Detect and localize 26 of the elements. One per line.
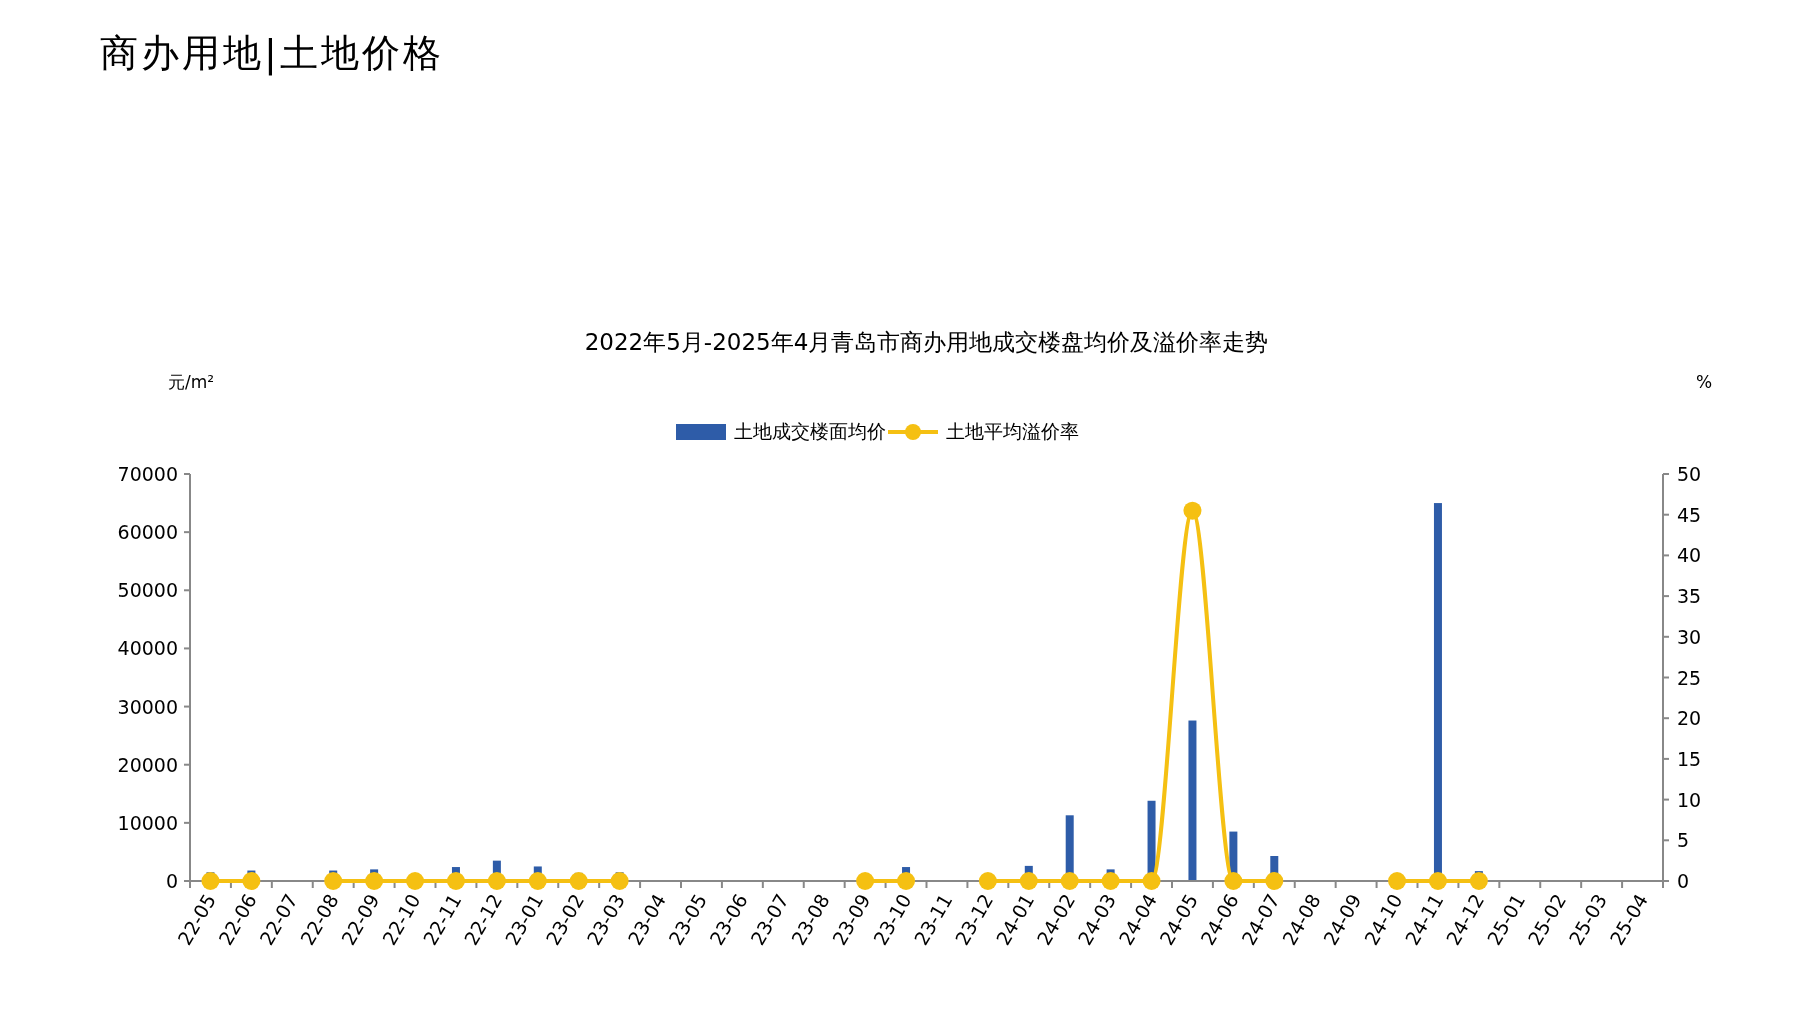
y-tick-label: 30000 — [117, 695, 178, 718]
y2-tick-label: 20 — [1677, 707, 1702, 730]
y2-axis-title: % — [1696, 372, 1713, 392]
y-tick-label: 20000 — [117, 753, 178, 776]
chart-title: 商办用地|土地价格 — [100, 31, 444, 76]
y2-tick-label: 15 — [1677, 747, 1702, 770]
y2-tick-label: 5 — [1677, 829, 1690, 852]
y2-tick-label: 30 — [1677, 625, 1702, 648]
y2-tick-label: 40 — [1677, 544, 1702, 567]
legend-label: 土地平均溢价率 — [946, 420, 1079, 442]
y-tick-label: 40000 — [117, 637, 178, 660]
y-tick-label: 0 — [165, 870, 178, 892]
y2-tick-label: 0 — [1677, 870, 1690, 892]
chart-subtitle: 2022年5月-2025年4月青岛市商办用地成交楼盘均价及溢价率走势 — [584, 329, 1269, 355]
bar — [1188, 720, 1197, 881]
y-tick-label: 60000 — [117, 521, 178, 544]
y-tick-label: 10000 — [117, 811, 178, 834]
y2-tick-label: 25 — [1677, 666, 1702, 689]
y-tick-label: 70000 — [117, 463, 178, 485]
y2-tick-label: 10 — [1677, 788, 1702, 811]
y-tick-label: 50000 — [117, 579, 178, 602]
y2-tick-label: 45 — [1677, 503, 1702, 526]
y-axis-title: 元/m² — [168, 372, 215, 392]
legend-label: 土地成交楼面均价 — [734, 420, 886, 442]
y2-tick-label: 50 — [1677, 463, 1702, 485]
y2-tick-label: 35 — [1677, 585, 1702, 608]
